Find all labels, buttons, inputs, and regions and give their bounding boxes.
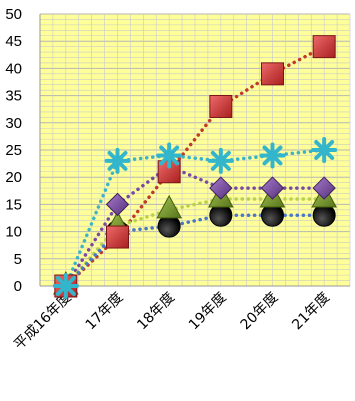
data-point-asterisk [311,137,338,163]
x-tick-label: 19年度 [186,290,230,334]
data-point-diamond [312,176,336,200]
data-point-asterisk [156,142,183,169]
data-point-asterisk [259,142,286,169]
x-tick-label: 平成16年度 [11,290,75,354]
data-point-triangle [156,194,183,219]
data-point-asterisk [207,147,234,174]
asterisk-arm [107,150,128,171]
series-line [64,164,326,288]
asterisk-arm [55,276,76,296]
data-point-circle [312,203,336,227]
y-tick-label: 35 [5,88,22,105]
data-point-square [106,225,129,249]
y-tick-label: 15 [5,196,22,213]
data-point-asterisk [104,147,131,174]
asterisk-arm [262,145,283,166]
data-point-square [312,35,336,59]
y-tick-label: 45 [5,33,22,50]
data-point-circle [157,214,181,238]
data-point-diamond [105,192,130,217]
x-tick-label: 20年度 [238,290,282,334]
data-point-diamond [260,176,285,200]
y-tick-label: 30 [5,115,22,132]
data-point-circle [261,203,284,227]
data-point-diamond [209,176,233,200]
gridlines [39,13,351,287]
asterisk-arm [159,145,180,166]
data-point-circle [209,203,233,227]
axes [39,14,350,287]
series-markers [52,35,338,299]
x-tick-label: 17年度 [83,290,127,334]
data-point-asterisk [52,273,79,299]
y-axis-tick-labels: 0 5 10 15 20 25 30 35 40 45 50 [5,6,22,295]
y-tick-label: 20 [5,169,22,186]
y-tick-label: 50 [5,6,22,23]
y-tick-label: 25 [5,142,22,159]
y-tick-label: 5 [14,251,22,268]
y-tick-label: 40 [5,60,22,77]
y-tick-label: 0 [14,278,22,295]
x-tick-label: 18年度 [134,290,178,334]
data-point-square [209,94,233,118]
asterisk-arm [210,150,231,171]
y-tick-label: 10 [5,224,22,241]
asterisk-arm [314,140,335,160]
data-point-square [261,62,284,86]
x-tick-label: 21年度 [289,290,333,334]
x-axis-tick-labels: 平成16年度 17年度 18年度 19年度 20年度 21年度 [11,290,333,354]
